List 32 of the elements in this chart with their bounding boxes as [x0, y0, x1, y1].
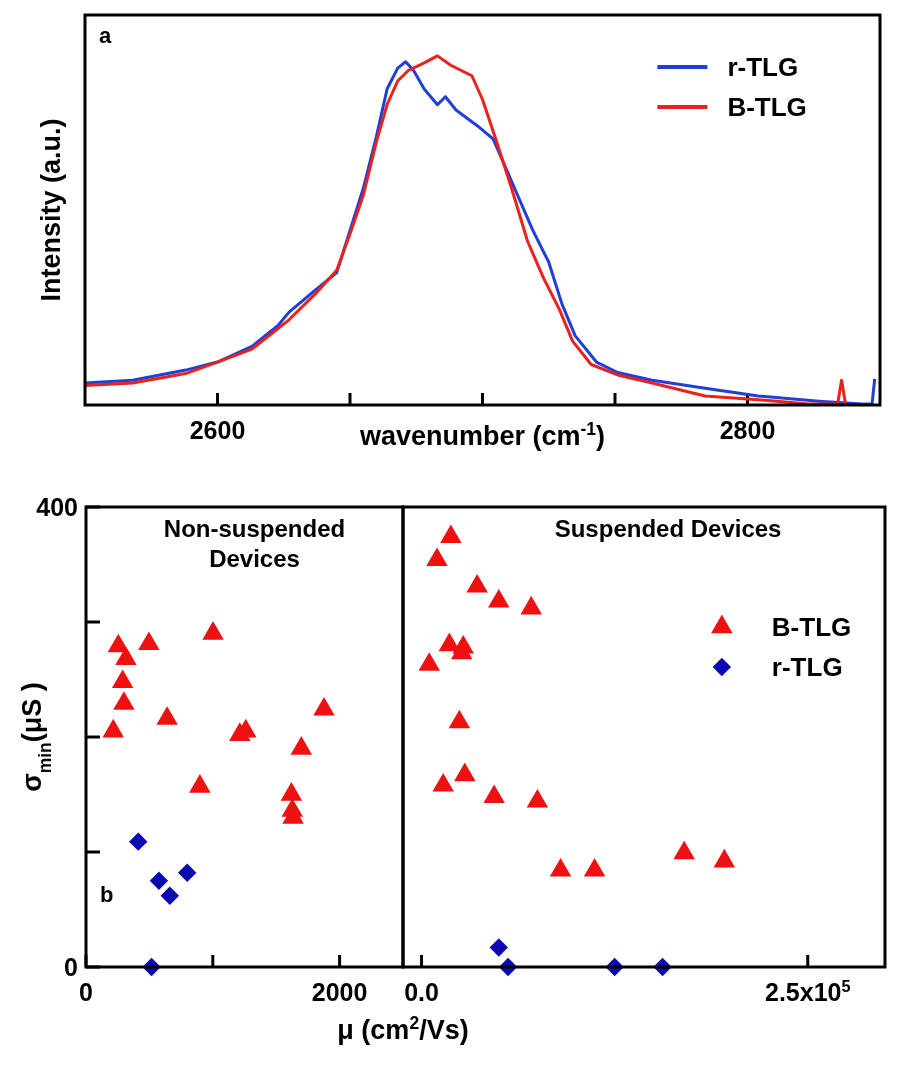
point [713, 848, 736, 868]
point [583, 857, 606, 877]
point [454, 762, 476, 782]
legend-label: r-TLG [771, 652, 843, 682]
x-tick-label: 2.5x10$^{5}$ [765, 977, 851, 1006]
point [549, 857, 572, 877]
x-tick-label: 2600 [189, 416, 246, 444]
point [673, 840, 695, 860]
legend-label: B-TLG [771, 612, 852, 642]
x-axis-title: μ (cm$^{2}$/Vs) [337, 1013, 469, 1045]
x-tick-label: 2000 [311, 978, 368, 1006]
point [488, 588, 510, 608]
y-axis-title: Intensity (a.u.) [36, 118, 66, 302]
point [432, 772, 454, 792]
point [418, 652, 441, 671]
point [426, 547, 448, 567]
text: Non-suspended Devices [163, 515, 346, 572]
legend-label: B-TLG [727, 92, 807, 122]
point [466, 573, 488, 593]
x-axis-title: wavenumber (cm$^{-1}$) [358, 419, 606, 451]
point [483, 784, 505, 803]
point [440, 524, 462, 544]
legend-label: r-TLG [727, 52, 799, 82]
point [520, 595, 542, 615]
annotation: b [100, 882, 114, 907]
point [448, 709, 471, 729]
point [526, 788, 549, 808]
text: a [99, 23, 112, 48]
y-tick-label: 400 [36, 493, 78, 521]
chart-title: Suspended Devices [554, 515, 782, 542]
x-tick-label: 0.0 [404, 978, 439, 1006]
x-tick-label: 2800 [719, 416, 776, 444]
